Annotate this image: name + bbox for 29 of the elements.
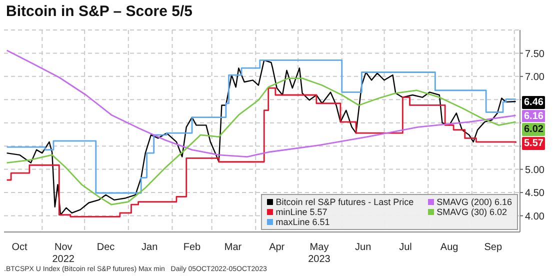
x-tick-label: Sep (484, 242, 502, 253)
x-tick-label: Jul (399, 242, 412, 253)
y-tick-label: 7.50 (525, 48, 545, 60)
legend-label: SMAVG (30) 6.02 (436, 207, 507, 217)
y-tick-label: 4.50 (525, 188, 545, 200)
x-tick-label: Oct (12, 242, 28, 253)
y-tick-label: 5.00 (525, 164, 545, 176)
line-series (6, 50, 516, 158)
x-tick-label: Mar (224, 242, 242, 253)
annotation: 5.57 (521, 136, 546, 152)
x-tick-label: Dec (96, 242, 115, 253)
x-tick-label: Apr (269, 242, 286, 253)
annotation: 6.46 (521, 95, 546, 110)
y-tick-label: 4.00 (525, 211, 545, 222)
x-tick-label: May 2023 (308, 242, 331, 265)
legend-label: Bitcoin rel S&P futures - Last Price (276, 197, 414, 207)
legend-label: SMAVG (200) 6.16 (436, 197, 512, 207)
x-tick-label: Aug (440, 242, 458, 253)
annotation: 6.16 (521, 108, 546, 124)
legend-label: maxLine 6.51 (276, 217, 330, 227)
line-series (6, 78, 516, 206)
x-tick-label: Jun (355, 242, 372, 253)
legend-label: minLine 5.57 (276, 207, 328, 217)
annotation: 6.02 (521, 122, 546, 137)
y-tick-label: 7.00 (525, 72, 545, 83)
chart-title: Bitcoin in S&P – Score 5/5 (6, 3, 192, 20)
x-tick-label: Feb (183, 242, 202, 253)
x-tick-label: Nov 2022 (52, 242, 75, 265)
x-tick-label: Jan (142, 242, 158, 253)
